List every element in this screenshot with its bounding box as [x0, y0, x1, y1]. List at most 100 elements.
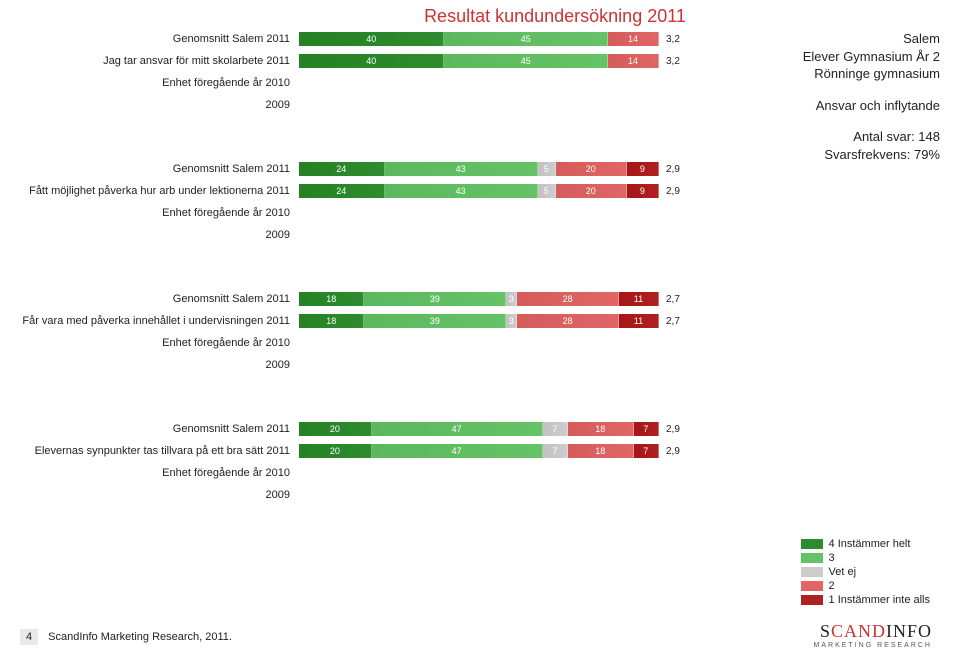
- side-count: Antal svar: 148: [740, 128, 940, 146]
- row-label: Enhet föregående år 2010: [20, 337, 298, 349]
- stacked-bar: 20477187: [298, 443, 660, 459]
- legend-label: 1 Instämmer inte alls: [829, 594, 930, 606]
- legend-label: 2: [829, 580, 835, 592]
- bar-segment: 9: [627, 184, 659, 198]
- legend-swatch: [801, 539, 823, 549]
- legend-item: 1 Instämmer inte alls: [801, 594, 930, 606]
- stacked-bar: [298, 228, 658, 242]
- row-label: Får vara med påverka innehållet i underv…: [20, 315, 298, 327]
- chart-row: Jag tar ansvar för mitt skolarbete 20114…: [20, 52, 700, 70]
- row-label: Enhet föregående år 2010: [20, 467, 298, 479]
- chart-group: Genomsnitt Salem 2011204771872,9Eleverna…: [20, 420, 700, 504]
- row-label: Genomsnitt Salem 2011: [20, 423, 298, 435]
- row-label: Elevernas synpunkter tas tillvara på ett…: [20, 445, 298, 457]
- bar-segment: 18: [568, 422, 633, 436]
- stacked-bar: 404514: [298, 31, 660, 47]
- bar-segment: 45: [444, 54, 608, 68]
- chart-group: Genomsnitt Salem 20111839328112,7 Får var…: [20, 290, 700, 374]
- bar-segment: 7: [634, 422, 659, 436]
- bar-segment: 3: [506, 314, 517, 328]
- stacked-bar: [298, 466, 658, 480]
- legend-item: 4 Instämmer helt: [801, 538, 930, 550]
- chart-row: Genomsnitt Salem 2011204771872,9: [20, 420, 700, 438]
- bar-segment: 5: [538, 162, 556, 176]
- row-score: 2,9: [660, 446, 696, 457]
- legend-swatch: [801, 567, 823, 577]
- bar-segment: 20: [556, 162, 627, 176]
- bar-segment: 43: [385, 184, 538, 198]
- row-score: 2,9: [660, 164, 696, 175]
- row-score: 2,9: [660, 186, 696, 197]
- bar-segment: 20: [556, 184, 627, 198]
- bar-segment: 18: [299, 292, 364, 306]
- bar-segment: 28: [517, 292, 619, 306]
- chart-row: Genomsnitt Salem 2011244352092,9: [20, 160, 700, 178]
- bar-segment: 7: [543, 444, 568, 458]
- row-label: Jag tar ansvar för mitt skolarbete 2011: [20, 55, 298, 67]
- row-label: 2009: [20, 229, 298, 241]
- row-label: Enhet föregående år 2010: [20, 207, 298, 219]
- bar-segment: 3: [506, 292, 517, 306]
- brand-tagline: MARKETING RESEARCH: [814, 642, 932, 649]
- row-score: 3,2: [660, 56, 696, 67]
- stacked-bar: 24435209: [298, 183, 660, 199]
- bar-segment: 24: [299, 162, 385, 176]
- legend-swatch: [801, 581, 823, 591]
- row-score: 2,7: [660, 294, 696, 305]
- chart-row: 2009: [20, 486, 700, 504]
- bar-segment: 11: [619, 314, 659, 328]
- chart-row: Enhet föregående år 2010: [20, 74, 700, 92]
- stacked-bar: [298, 358, 658, 372]
- side-school: Rönninge gymnasium: [740, 65, 940, 83]
- side-org: Salem: [740, 30, 940, 48]
- footer-copyright: ScandInfo Marketing Research, 2011.: [48, 631, 232, 643]
- side-topic: Ansvar och inflytande: [740, 97, 940, 115]
- stacked-bar: 183932811: [298, 291, 660, 307]
- stacked-bar: [298, 336, 658, 350]
- legend-swatch: [801, 553, 823, 563]
- chart-row: Enhet föregående år 2010: [20, 334, 700, 352]
- row-label: 2009: [20, 489, 298, 501]
- stacked-bar: [298, 76, 658, 90]
- bar-segment: 39: [364, 292, 506, 306]
- chart-row: Genomsnitt Salem 20111839328112,7: [20, 290, 700, 308]
- stacked-bar: [298, 206, 658, 220]
- bar-segment: 9: [627, 162, 659, 176]
- brand-logo: SCANDINFO MARKETING RESEARCH: [814, 621, 932, 649]
- chart-row: 2009: [20, 96, 700, 114]
- bar-segment: 47: [372, 444, 543, 458]
- chart-row: 2009: [20, 226, 700, 244]
- bar-segment: 20: [299, 422, 372, 436]
- bar-segment: 45: [444, 32, 608, 46]
- chart-group: Genomsnitt Salem 2011244352092,9 Fått möj…: [20, 160, 700, 244]
- legend-item: 3: [801, 552, 930, 564]
- row-label: 2009: [20, 99, 298, 111]
- bar-segment: 39: [364, 314, 506, 328]
- row-label: Enhet föregående år 2010: [20, 77, 298, 89]
- chart-row: Fått möjlighet påverka hur arb under lek…: [20, 182, 700, 200]
- stacked-bar: 24435209: [298, 161, 660, 177]
- bar-segment: 40: [299, 54, 444, 68]
- bar-segment: 5: [538, 184, 556, 198]
- row-score: 2,9: [660, 424, 696, 435]
- row-label: Fått möjlighet påverka hur arb under lek…: [20, 185, 298, 197]
- row-label: Genomsnitt Salem 2011: [20, 33, 298, 45]
- stacked-bar: 183932811: [298, 313, 660, 329]
- bar-segment: 24: [299, 184, 385, 198]
- bar-segment: 47: [372, 422, 543, 436]
- bar-segment: 14: [608, 54, 659, 68]
- legend-item: Vet ej: [801, 566, 930, 578]
- stacked-bar: 404514: [298, 53, 660, 69]
- row-label: Genomsnitt Salem 2011: [20, 293, 298, 305]
- page-title: Resultat kundundersökning 2011: [150, 6, 960, 27]
- row-label: 2009: [20, 359, 298, 371]
- chart-row: Elevernas synpunkter tas tillvara på ett…: [20, 442, 700, 460]
- legend-swatch: [801, 595, 823, 605]
- bar-segment: 18: [299, 314, 364, 328]
- side-panel: Salem Elever Gymnasium År 2 Rönninge gym…: [740, 30, 940, 163]
- bar-segment: 7: [634, 444, 659, 458]
- bar-segment: 7: [543, 422, 568, 436]
- stacked-bar: [298, 488, 658, 502]
- footer: 4 ScandInfo Marketing Research, 2011.: [20, 629, 232, 645]
- legend-item: 2: [801, 580, 930, 592]
